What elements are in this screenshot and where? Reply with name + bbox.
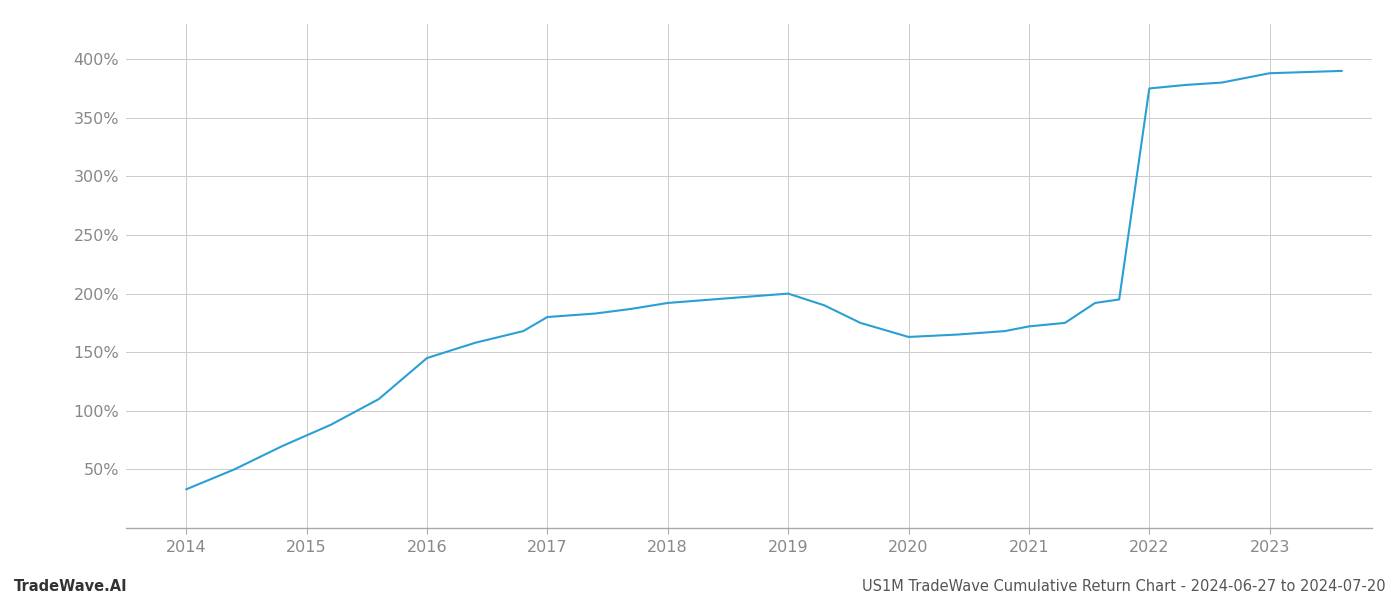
- Text: TradeWave.AI: TradeWave.AI: [14, 579, 127, 594]
- Text: US1M TradeWave Cumulative Return Chart - 2024-06-27 to 2024-07-20: US1M TradeWave Cumulative Return Chart -…: [862, 579, 1386, 594]
